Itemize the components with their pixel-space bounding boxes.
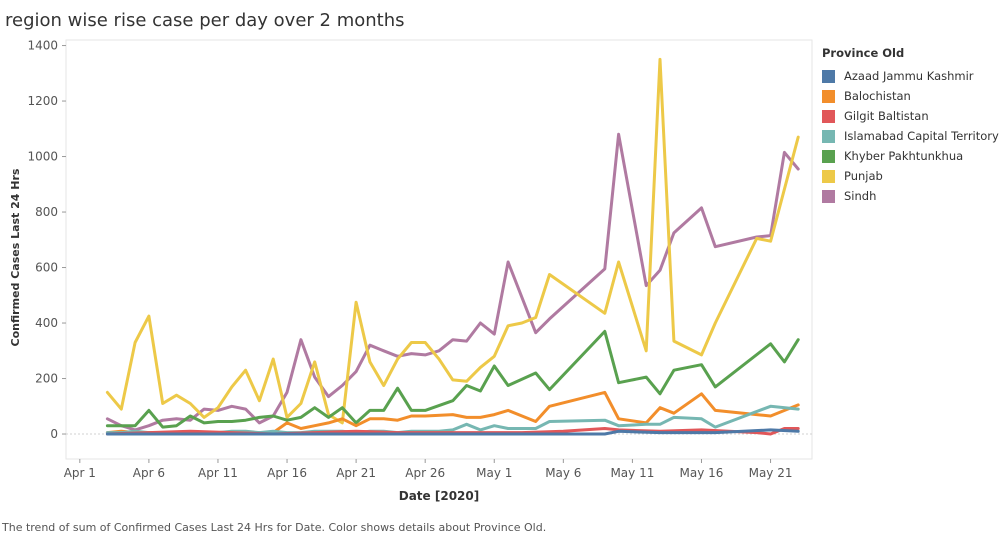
legend-label: Khyber Pakhtunkhua — [844, 149, 964, 163]
y-tick-label: 1000 — [27, 150, 58, 164]
legend-item[interactable]: Gilgit Baltistan — [822, 106, 999, 126]
x-tick-label: May 1 — [476, 466, 512, 480]
plot-area — [65, 39, 813, 460]
series-line-khyber-pakhtunkhua — [105, 329, 800, 429]
y-tick-label: 200 — [35, 372, 58, 386]
legend-item[interactable]: Sindh — [822, 186, 999, 206]
x-axis-label: Date [2020] — [399, 489, 479, 503]
legend-swatch — [822, 89, 835, 103]
x-tick-label: Apr 6 — [133, 466, 165, 480]
x-tick-label: Apr 21 — [336, 466, 376, 480]
legend-item[interactable]: Balochistan — [822, 86, 999, 106]
legend-swatch — [822, 69, 835, 83]
legend-label: Islamabad Capital Territory — [844, 129, 999, 143]
legend-label: Gilgit Baltistan — [844, 109, 929, 123]
chart-caption: The trend of sum of Confirmed Cases Last… — [2, 521, 547, 534]
legend-items: Azaad Jammu Kashmir Balochistan Gilgit Bal… — [822, 66, 999, 206]
legend-swatch — [822, 129, 835, 143]
x-tick-label: May 6 — [545, 466, 581, 480]
legend-label: Azaad Jammu Kashmir — [844, 69, 974, 83]
y-tick-label: 400 — [35, 316, 58, 330]
legend-swatch — [822, 149, 835, 163]
x-tick-label: Apr 1 — [64, 466, 96, 480]
legend-title: Province Old — [822, 46, 905, 60]
legend-label: Sindh — [844, 189, 877, 203]
legend-swatch — [822, 169, 835, 183]
legend: Province Old Azaad Jammu Kashmir Balochis… — [822, 46, 999, 206]
x-tick-label: Apr 26 — [405, 466, 445, 480]
y-tick-label: 800 — [35, 205, 58, 219]
legend-swatch — [822, 109, 835, 123]
legend-label: Balochistan — [844, 89, 911, 103]
legend-item[interactable]: Islamabad Capital Territory — [822, 126, 999, 146]
series-line-azaad-jammu-kashmir — [105, 428, 800, 436]
chart-title: region wise rise case per day over 2 mon… — [5, 10, 405, 31]
x-tick-label: Apr 11 — [198, 466, 238, 480]
y-tick-label: 0 — [50, 427, 58, 441]
y-axis-label: Confirmed Cases Last 24 Hrs — [9, 168, 22, 346]
y-tick-label: 600 — [35, 261, 58, 275]
legend-label: Punjab — [844, 169, 883, 183]
legend-swatch — [822, 189, 835, 203]
legend-item[interactable]: Khyber Pakhtunkhua — [822, 146, 999, 166]
legend-item[interactable]: Punjab — [822, 166, 999, 186]
x-tick-label: May 21 — [749, 466, 793, 480]
series-line-sindh — [105, 132, 800, 432]
x-tick-label: May 11 — [610, 466, 654, 480]
x-tick-label: Apr 16 — [267, 466, 307, 480]
y-tick-label: 1200 — [27, 94, 58, 108]
series-line-punjab — [105, 57, 800, 425]
x-tick-label: May 16 — [680, 466, 724, 480]
legend-item[interactable]: Azaad Jammu Kashmir — [822, 66, 999, 86]
y-tick-label: 1400 — [27, 39, 58, 53]
